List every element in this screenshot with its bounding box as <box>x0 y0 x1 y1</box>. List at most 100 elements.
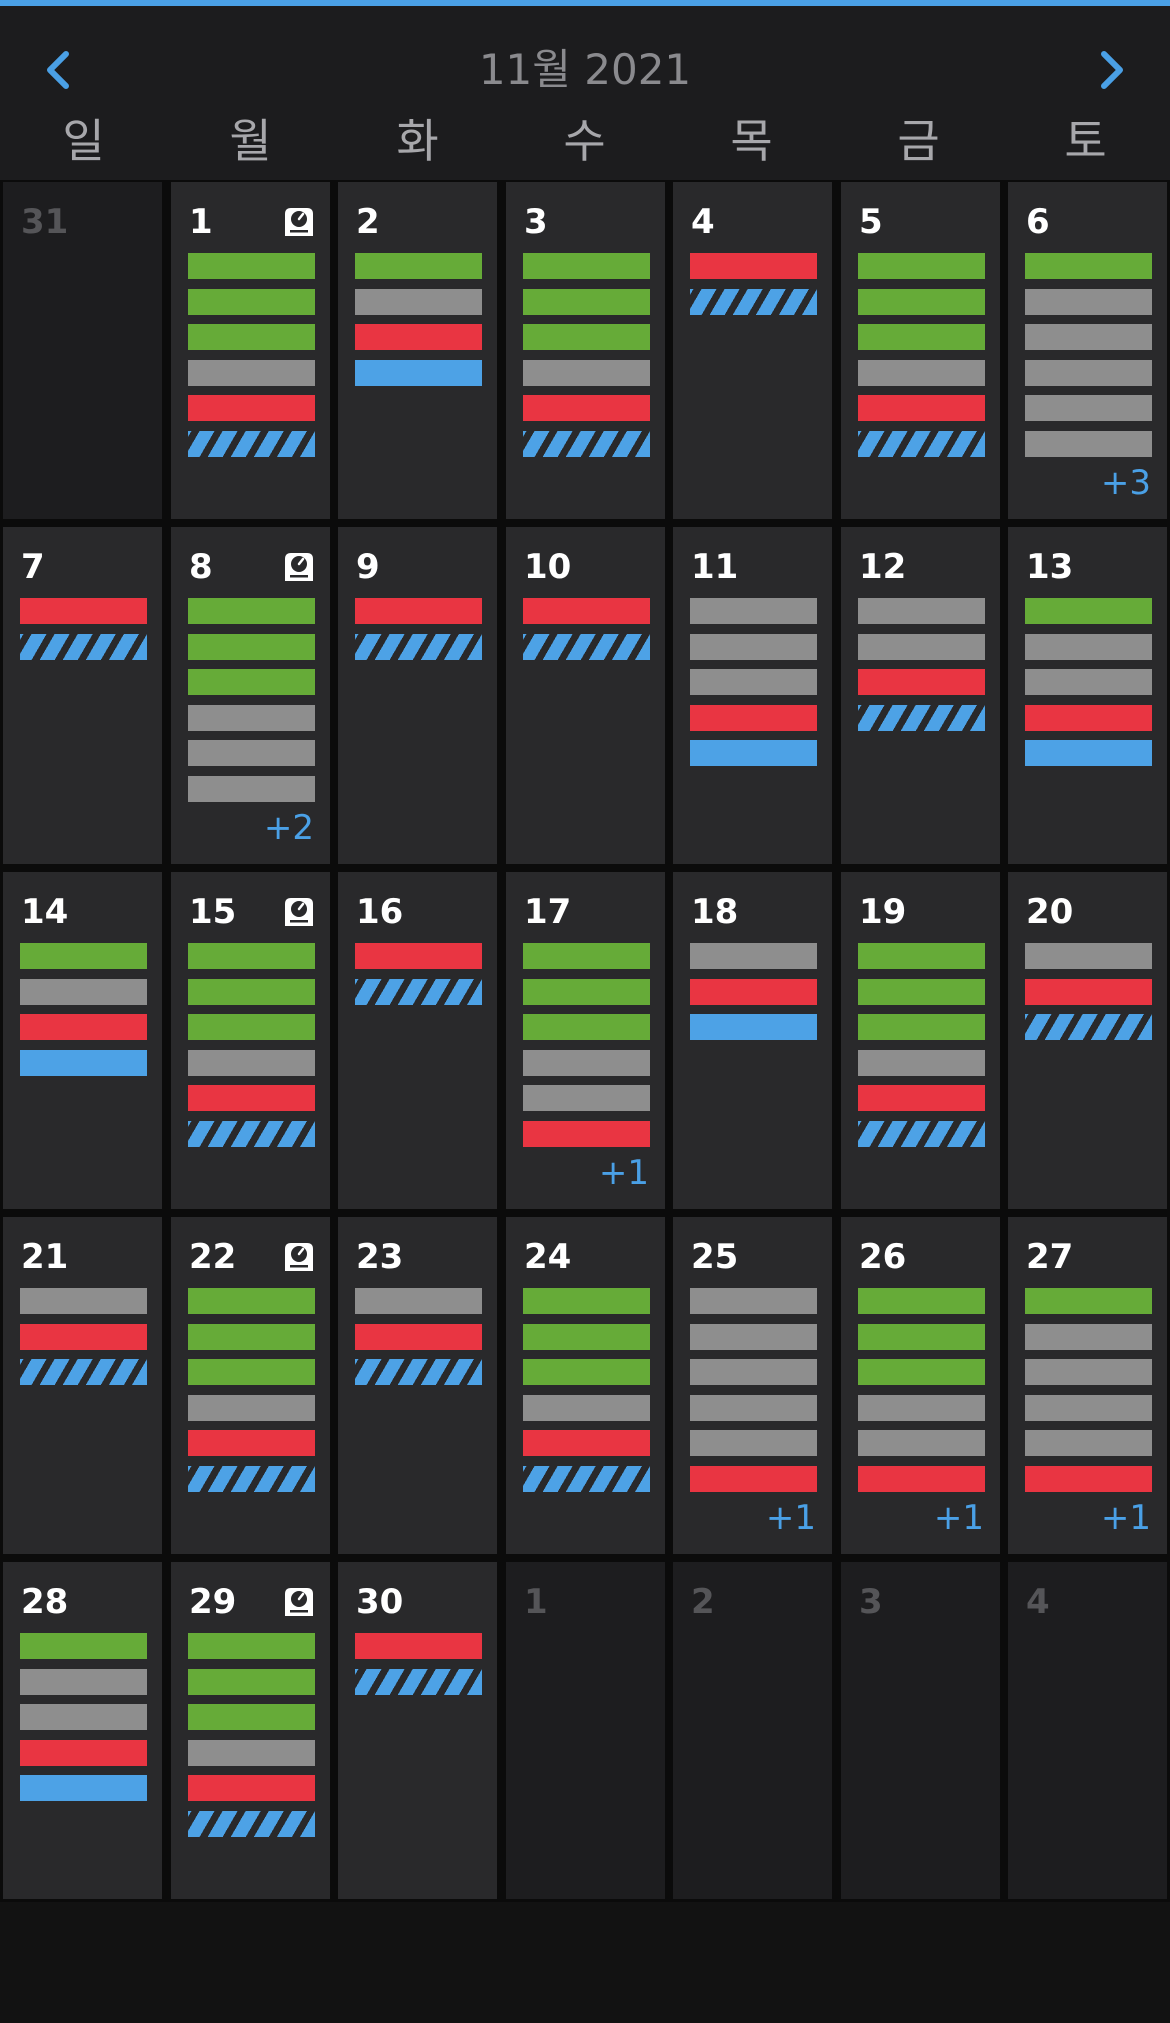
event-bar-gray <box>355 1288 482 1314</box>
more-events-count: +1 <box>933 1498 984 1538</box>
day-number: 25 <box>691 1237 739 1277</box>
event-bar-red <box>1025 978 1152 1005</box>
day-cell[interactable]: 1 <box>506 1562 665 1899</box>
event-bar-gray <box>1025 1359 1152 1385</box>
day-cell[interactable]: 19 <box>841 872 1000 1209</box>
event-bar-green <box>355 253 482 279</box>
event-bar-green <box>1025 1288 1152 1314</box>
event-bar-striped <box>858 704 985 731</box>
day-number: 26 <box>859 1237 907 1277</box>
day-cell[interactable]: 2 <box>673 1562 832 1899</box>
event-bar-green <box>188 978 315 1005</box>
day-cell[interactable]: 11 <box>673 527 832 864</box>
day-cell[interactable]: 24 <box>506 1217 665 1554</box>
event-bar-gray <box>858 598 985 624</box>
weight-scale-icon <box>282 550 316 584</box>
day-number: 23 <box>356 1237 404 1277</box>
day-cell[interactable]: 15 <box>171 872 330 1209</box>
event-bar-gray <box>1025 633 1152 660</box>
event-bar-gray <box>1025 1323 1152 1350</box>
event-bar-red <box>20 1014 147 1040</box>
next-month-button[interactable] <box>1078 38 1142 102</box>
day-cell[interactable]: 7 <box>3 527 162 864</box>
event-bar-gray <box>690 598 817 624</box>
day-cell[interactable]: 23 <box>338 1217 497 1554</box>
day-cell[interactable]: 8 +2 <box>171 527 330 864</box>
day-number: 24 <box>524 1237 572 1277</box>
day-number: 22 <box>189 1237 237 1277</box>
weekday-mon: 월 <box>229 114 272 168</box>
event-bar-gray <box>690 1430 817 1456</box>
event-bar-green <box>188 1704 315 1730</box>
day-number: 3 <box>524 202 548 242</box>
day-number: 3 <box>859 1582 883 1622</box>
day-cell[interactable]: 5 <box>841 182 1000 519</box>
event-bar-green <box>523 1323 650 1350</box>
event-bar-gray <box>690 1359 817 1385</box>
event-bar-gray <box>20 1668 147 1695</box>
day-cell[interactable]: 9 <box>338 527 497 864</box>
day-number: 19 <box>859 892 907 932</box>
day-cell[interactable]: 31 <box>3 182 162 519</box>
day-cell[interactable]: 3 <box>506 182 665 519</box>
day-cell[interactable]: 16 <box>338 872 497 1209</box>
event-bar-gray <box>858 1394 985 1421</box>
event-bar-gray <box>690 633 817 660</box>
day-cell[interactable]: 18 <box>673 872 832 1209</box>
day-cell[interactable]: 22 <box>171 1217 330 1554</box>
day-cell[interactable]: 13 <box>1008 527 1167 864</box>
weekday-row: 일 월 화 수 목 금 토 <box>0 106 1170 176</box>
day-cell[interactable]: 2 <box>338 182 497 519</box>
event-bar-green <box>858 253 985 279</box>
more-events-count: +1 <box>598 1153 649 1193</box>
day-cell[interactable]: 20 <box>1008 872 1167 1209</box>
day-cell[interactable]: 4 <box>1008 1562 1167 1899</box>
event-bar-green <box>523 324 650 350</box>
event-bar-blue <box>690 740 817 766</box>
event-bar-red <box>355 1323 482 1350</box>
day-cell[interactable]: 26 +1 <box>841 1217 1000 1554</box>
weight-scale-icon <box>282 205 316 239</box>
event-bar-striped <box>20 1359 147 1385</box>
day-number: 9 <box>356 547 380 587</box>
event-bar-gray <box>690 1323 817 1350</box>
prev-month-button[interactable] <box>28 38 92 102</box>
day-number: 4 <box>691 202 715 242</box>
event-bar-green <box>188 1323 315 1350</box>
event-bar-gray <box>20 1704 147 1730</box>
day-number: 6 <box>1026 202 1050 242</box>
event-bar-green <box>188 669 315 695</box>
day-cell[interactable]: 17 +1 <box>506 872 665 1209</box>
event-bar-gray <box>1025 288 1152 315</box>
day-number: 5 <box>859 202 883 242</box>
event-bar-red <box>1025 704 1152 731</box>
day-number: 1 <box>189 202 213 242</box>
day-cell[interactable]: 25 +1 <box>673 1217 832 1554</box>
event-bar-green <box>523 288 650 315</box>
day-cell[interactable]: 12 <box>841 527 1000 864</box>
day-cell[interactable]: 1 <box>171 182 330 519</box>
day-cell[interactable]: 30 <box>338 1562 497 1899</box>
event-bar-striped <box>188 1465 315 1492</box>
day-cell[interactable]: 4 <box>673 182 832 519</box>
day-cell[interactable]: 6 +3 <box>1008 182 1167 519</box>
more-events-count: +2 <box>263 808 314 848</box>
event-bar-green <box>188 324 315 350</box>
day-cell[interactable]: 29 <box>171 1562 330 1899</box>
day-number: 29 <box>189 1582 237 1622</box>
event-bar-green <box>858 1288 985 1314</box>
day-cell[interactable]: 10 <box>506 527 665 864</box>
event-bar-red <box>188 1085 315 1111</box>
day-cell[interactable]: 27 +1 <box>1008 1217 1167 1554</box>
day-cell[interactable]: 14 <box>3 872 162 1209</box>
day-number: 14 <box>21 892 69 932</box>
day-cell[interactable]: 21 <box>3 1217 162 1554</box>
event-bar-blue <box>690 1014 817 1040</box>
day-cell[interactable]: 28 <box>3 1562 162 1899</box>
day-cell[interactable]: 3 <box>841 1562 1000 1899</box>
event-bar-striped <box>188 430 315 457</box>
event-bar-blue <box>355 359 482 386</box>
event-bar-green <box>188 1359 315 1385</box>
event-bar-red <box>188 1775 315 1801</box>
event-bar-red <box>690 1465 817 1492</box>
